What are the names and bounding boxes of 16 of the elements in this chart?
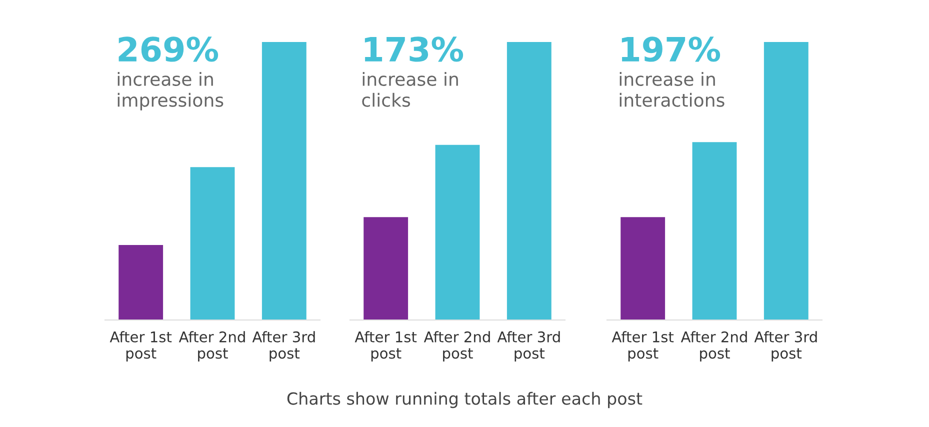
- chart-title: 269%: [118, 36, 218, 62]
- text: increase in clicks: [362, 72, 458, 107]
- x-tick-label: After 2nd post: [178, 331, 245, 362]
- x-tick-label: After 2nd post: [680, 331, 747, 362]
- x-tick-label: After 1st post: [110, 331, 172, 362]
- chart-title: 197%: [622, 36, 720, 62]
- x-tick-label: After 3rd post: [754, 331, 817, 362]
- x-tick-label: After 3rd post: [497, 331, 560, 362]
- chart-title: 173%: [364, 36, 464, 62]
- text: Charts show running totals after each post: [287, 392, 642, 408]
- x-tick-label: After 1st post: [354, 331, 417, 362]
- text: increase in impressions: [118, 72, 224, 110]
- text: increase in interactions: [620, 72, 724, 107]
- x-tick-label: After 2nd post: [424, 331, 490, 362]
- x-tick-label: After 3rd post: [252, 331, 315, 362]
- x-tick-label: After 1st post: [612, 331, 674, 362]
